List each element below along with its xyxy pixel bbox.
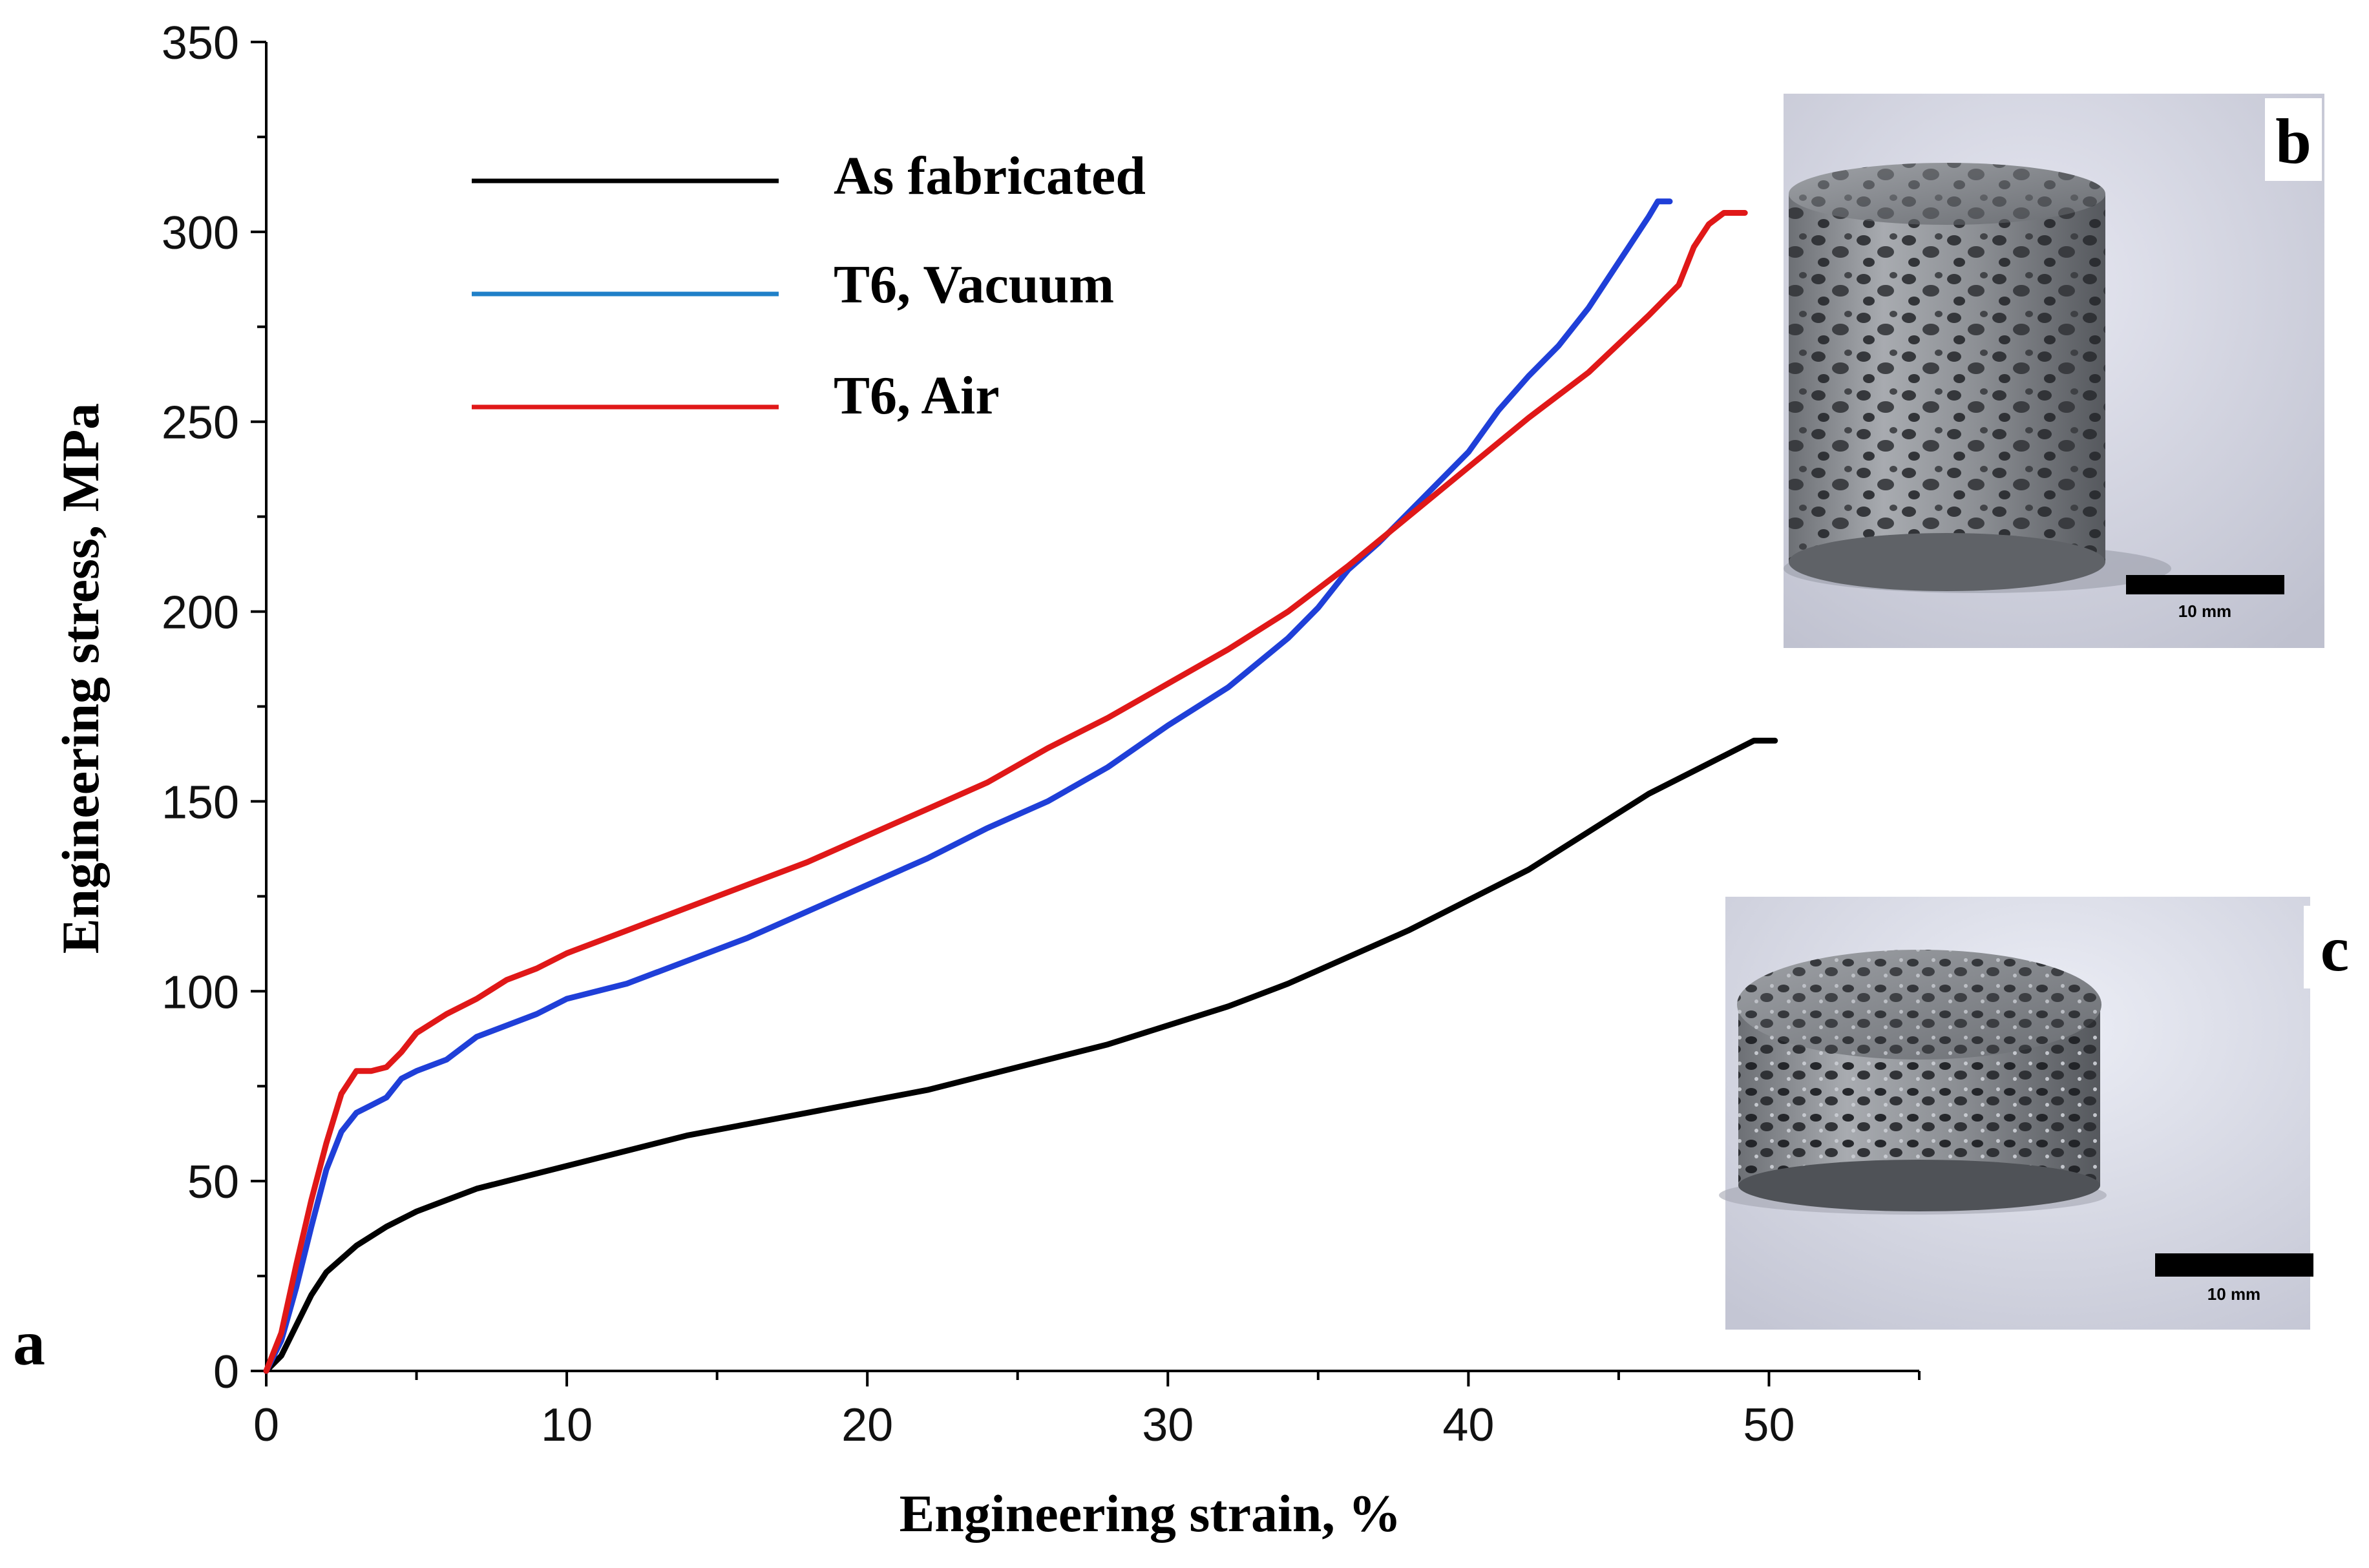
legend: As fabricated T6, Vacuum T6, Air [472,146,1146,426]
series-line-t6-vacuum [263,198,1673,1374]
inset-photo-b: b 10 mm [1784,94,2324,648]
inset-b-cylinder-pores [1789,194,2105,562]
axes-layer [251,41,1921,1386]
y-tick-label: 0 [213,1346,239,1398]
inset-b-letter-box [2265,98,2322,181]
x-axis-title: Engineering strain, % [900,1484,1402,1543]
inset-b-scale-label: 10 mm [2178,601,2231,621]
inset-c-scale-bar [2155,1253,2313,1277]
inset-b-scale-bar [2126,575,2284,594]
legend-label-t6-air: T6, Air [834,366,1000,426]
tick-label-layer: 0 10 20 30 40 50 0 50 100 150 200 250 300 350 [162,17,1795,1451]
series-line-t6-air [263,210,1748,1374]
y-tick-label: 100 [162,967,239,1018]
inset-photo-c: c 10 mm [1719,897,2368,1330]
y-tick-label: 250 [162,397,239,449]
inset-c-disc-bottom [1738,1160,2100,1211]
legend-label-t6-vacuum: T6, Vacuum [834,255,1114,315]
inset-c-disc-top-pores [1737,950,2101,1060]
x-tick-label: 50 [1743,1399,1795,1451]
inset-c-scale-label: 10 mm [2207,1284,2260,1304]
x-tick-label: 10 [541,1399,593,1451]
x-tick-label: 40 [1442,1399,1494,1451]
y-tick-label: 150 [162,777,239,828]
inset-c-letter-box [2304,906,2368,988]
x-tick-label: 0 [253,1399,279,1451]
legend-label-as-fabricated: As fabricated [834,146,1146,206]
inset-b-cylinder-top-pores [1789,163,2105,225]
panel-letter-b: b [2275,105,2311,177]
x-tick-label: 20 [841,1399,893,1451]
y-axis-title: Engineering stress, MPa [51,403,110,954]
panel-letter-c: c [2321,913,2349,985]
y-tick-label: 350 [162,17,239,69]
series-line-as-fabricated [263,737,1778,1374]
panel-letter-a: a [13,1307,45,1379]
x-tick-label: 30 [1142,1399,1194,1451]
inset-b-cylinder-bottom [1789,533,2105,591]
series-layer [263,198,1778,1374]
y-tick-label: 200 [162,587,239,639]
y-tick-label: 300 [162,207,239,259]
y-tick-label: 50 [187,1156,239,1208]
